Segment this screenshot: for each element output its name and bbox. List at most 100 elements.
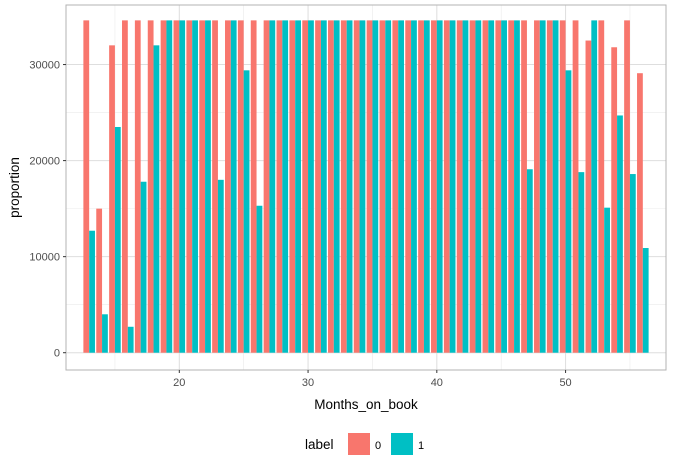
bar-label-1: [114, 126, 121, 353]
bar-label-0: [637, 73, 643, 353]
bar-label-0: [418, 20, 424, 353]
y-tick-label: 30000: [29, 60, 60, 72]
bar-label-1: [385, 20, 392, 353]
bar-label-1: [89, 230, 95, 353]
bar-label-0: [212, 20, 218, 353]
bar-label-0: [199, 20, 206, 353]
bar-label-1: [423, 20, 430, 353]
bar-label-0: [521, 20, 527, 353]
bar-label-0: [276, 20, 283, 353]
bar-label-0: [482, 20, 489, 353]
legend-title: label: [305, 437, 334, 452]
bar-label-1: [282, 20, 289, 353]
bar-label-0: [405, 20, 412, 353]
legend-label-1: 1: [418, 440, 424, 452]
bar-label-0: [134, 20, 141, 353]
bar-label-0: [495, 20, 502, 353]
bar-label-0: [508, 20, 515, 353]
y-tick-label: 10000: [29, 252, 60, 264]
bar-label-0: [160, 20, 167, 353]
bar-label-1: [346, 20, 353, 353]
legend: label 0 1: [305, 433, 424, 455]
bar-label-0: [250, 20, 257, 353]
x-axis-title: Months_on_book: [314, 397, 418, 412]
bar-label-0: [83, 20, 90, 353]
bar-label-1: [333, 20, 340, 353]
bar-label-0: [379, 20, 386, 353]
bar-label-0: [572, 20, 579, 353]
bar-label-0: [624, 20, 630, 353]
bar-label-0: [328, 20, 334, 353]
bar-label-1: [617, 115, 623, 353]
bar-label-0: [173, 20, 180, 353]
bar-label-0: [443, 20, 450, 353]
bar-label-0: [237, 20, 244, 353]
bar-label-1: [256, 205, 263, 353]
bar-label-1: [488, 20, 495, 353]
bar-label-0: [315, 20, 321, 353]
y-tick-label: 0: [54, 348, 60, 360]
bar-label-1: [166, 20, 173, 353]
bar-label-1: [514, 20, 520, 353]
bar-label-1: [230, 20, 237, 353]
bar-label-1: [153, 45, 160, 353]
bar-label-1: [565, 70, 572, 353]
bar-label-1: [526, 169, 533, 353]
bar-label-1: [295, 20, 301, 353]
bar-label-0: [456, 20, 463, 353]
y-axis-title: proportion: [7, 157, 22, 218]
bar-label-1: [539, 20, 546, 353]
bar-label-1: [436, 20, 443, 353]
legend-key-0: [348, 433, 370, 455]
bar-label-0: [392, 20, 399, 353]
x-tick-label: 50: [559, 377, 571, 389]
bar-label-1: [642, 248, 649, 353]
bar-label-1: [591, 20, 598, 353]
bar-label-0: [546, 20, 553, 353]
bar-label-0: [559, 20, 566, 353]
bar-label-1: [552, 20, 559, 353]
bar-label-0: [263, 20, 270, 353]
x-tick-label: 20: [173, 377, 185, 389]
legend-label-0: 0: [375, 440, 381, 452]
bar-label-0: [353, 20, 360, 353]
bar-label-1: [205, 20, 211, 353]
bar-label-0: [366, 20, 373, 353]
bar-label-1: [604, 207, 610, 353]
bar-label-1: [140, 181, 147, 353]
bar-label-0: [289, 20, 296, 353]
bar-label-0: [109, 45, 115, 353]
bar-label-1: [398, 20, 404, 353]
bar-label-1: [475, 20, 482, 353]
bars: [83, 20, 649, 353]
bar-label-1: [179, 20, 186, 353]
bar-label-1: [308, 20, 314, 353]
x-tick-label: 40: [431, 377, 443, 389]
bar-label-0: [147, 20, 154, 353]
bar-label-1: [372, 20, 379, 353]
bar-label-1: [217, 179, 224, 353]
bar-label-0: [225, 20, 231, 353]
bar-label-1: [320, 20, 327, 353]
axes: 20 30 40 50 0 10000 20000 30000: [29, 60, 571, 389]
bar-label-1: [359, 20, 366, 353]
bar-label-0: [340, 20, 347, 353]
bar-label-0: [96, 208, 103, 353]
bar-label-0: [534, 20, 540, 353]
bar-label-0: [122, 20, 128, 353]
plot-panel-border: [65, 4, 667, 371]
bar-label-1: [243, 70, 250, 353]
y-tick-label: 20000: [29, 156, 60, 168]
bar-label-0: [302, 20, 309, 353]
bar-label-0: [431, 20, 437, 353]
bar-label-1: [629, 174, 636, 353]
legend-key-1: [391, 433, 413, 455]
x-tick-label: 30: [302, 377, 314, 389]
bar-label-1: [269, 20, 276, 353]
bar-label-1: [578, 172, 585, 353]
bar-label-1: [501, 20, 507, 353]
bar-label-1: [462, 20, 469, 353]
bar-label-1: [127, 326, 134, 353]
bar-label-0: [469, 20, 476, 353]
